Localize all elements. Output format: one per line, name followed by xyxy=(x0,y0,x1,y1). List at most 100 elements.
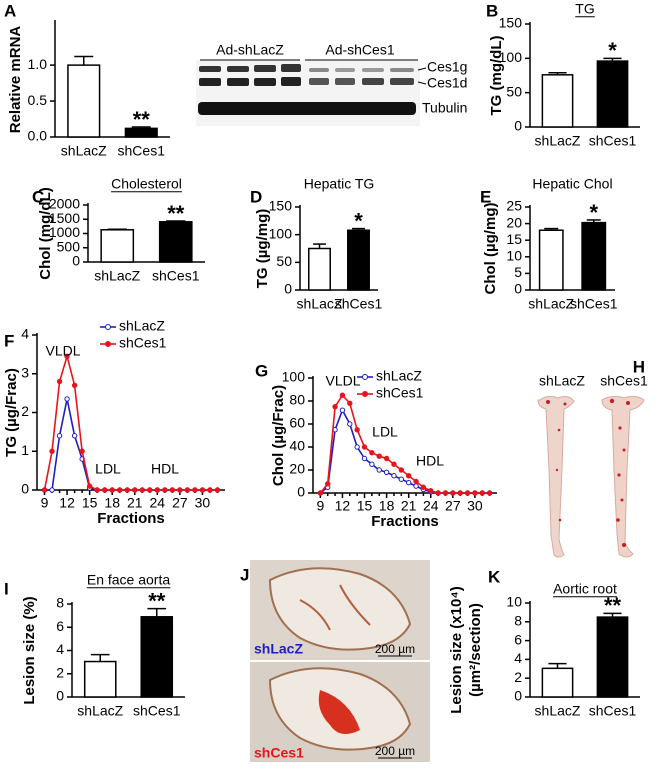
y-tick-label: 0.0 xyxy=(28,128,48,144)
panel-letter: B xyxy=(486,1,498,20)
band-tubulin xyxy=(198,102,416,115)
data-point xyxy=(472,490,478,496)
x-tick-label: shLacZ xyxy=(528,296,574,312)
photo-label: shCes1 xyxy=(600,373,648,389)
data-point xyxy=(369,450,375,456)
significance: * xyxy=(608,38,617,63)
data-point xyxy=(86,483,93,489)
x-tick-label: shLacZ xyxy=(61,143,107,159)
section-tissue xyxy=(268,567,412,651)
data-point xyxy=(325,481,331,487)
data-point xyxy=(376,467,382,473)
data-point xyxy=(132,487,138,493)
bar xyxy=(140,616,174,698)
x-tick-label: shCes1 xyxy=(570,296,618,312)
data-point xyxy=(486,490,493,496)
data-point xyxy=(101,487,108,493)
data-point xyxy=(391,473,397,479)
panel-letter: C xyxy=(32,187,44,206)
annotation: LDL xyxy=(372,424,398,440)
data-point xyxy=(391,461,397,467)
y-tick-label: 2000 xyxy=(49,196,80,212)
y-tick-label: 1000 xyxy=(49,224,80,240)
bar xyxy=(100,229,135,263)
significance: ** xyxy=(604,593,622,618)
y-tick-label: 2 xyxy=(21,403,29,419)
panel-letter: H xyxy=(633,357,645,376)
chart-title: Cholesterol xyxy=(111,176,182,192)
photo-label: shCes1 xyxy=(254,745,304,761)
band-pointer xyxy=(417,67,427,71)
chart-panel: I En face aorta Lesion size (%) 0 2 4 6 8 shLacZ… xyxy=(4,572,185,719)
aorta xyxy=(601,395,645,558)
data-point xyxy=(71,433,78,439)
y-axis-label: Lesion size (%) xyxy=(21,596,38,704)
data-point xyxy=(464,490,471,496)
bar xyxy=(581,221,607,291)
y-tick-label: 150 xyxy=(269,198,293,214)
bar xyxy=(308,247,331,291)
significance: * xyxy=(354,208,363,233)
annotation: LDL xyxy=(95,461,121,477)
chart-panel: K Aortic root Lesion size (x10⁴) (µm²/secti… xyxy=(448,567,640,719)
x-tick-label: shLacZ xyxy=(297,296,343,312)
significance: ** xyxy=(133,107,151,132)
data-point xyxy=(169,487,176,493)
y-tick-label: 50 xyxy=(276,253,292,269)
chart-title: En face aorta xyxy=(87,572,170,588)
x-tick-label: 15 xyxy=(357,498,373,514)
data-point xyxy=(428,488,434,494)
blot-group-label: Ad-shCes1 xyxy=(325,42,394,58)
bar xyxy=(124,127,158,138)
y-axis-label: Chol (µg/Frac) xyxy=(270,385,287,486)
aorta-photo: H shLacZ shCes1 xyxy=(537,357,648,558)
data-point xyxy=(79,448,85,454)
bar xyxy=(83,660,117,698)
y-tick-label: 0 xyxy=(56,688,64,704)
chart-panel: D Hepatic TG TG (µg/mg) 0 50 100 150 shLacZshCe… xyxy=(250,176,382,312)
data-point xyxy=(442,490,449,496)
x-tick-label: 12 xyxy=(335,498,351,514)
data-point xyxy=(177,487,183,493)
legend-marker xyxy=(362,374,368,380)
blot-band-label: Tubulin xyxy=(422,100,467,116)
y-tick-label: 0 xyxy=(514,118,522,134)
data-point xyxy=(413,478,419,485)
data-point xyxy=(413,483,419,489)
bar xyxy=(596,60,629,128)
x-tick-label: shCes1 xyxy=(589,133,637,149)
y-tick-label: 80 xyxy=(289,392,305,408)
chart-title: Aortic root xyxy=(553,581,617,597)
data-point xyxy=(56,433,63,439)
x-tick-label: 30 xyxy=(467,498,483,514)
y-tick-label: 60 xyxy=(289,415,305,431)
x-tick-label: 27 xyxy=(172,495,188,511)
x-tick-label: 24 xyxy=(150,495,166,511)
y-axis-label: TG (µg/mg) xyxy=(254,209,271,288)
y-tick-label: 0 xyxy=(72,253,80,269)
data-point xyxy=(207,487,213,493)
data-point xyxy=(479,490,485,496)
x-tick-label: shCes1 xyxy=(335,296,383,312)
data-point xyxy=(94,487,100,493)
data-point xyxy=(317,490,324,496)
band-ces1g xyxy=(199,64,414,72)
y-axis-label: TG (µg/Frac) xyxy=(3,368,20,457)
y-axis-label: Lesion size (x10⁴) xyxy=(448,586,465,713)
x-tick-label: 21 xyxy=(401,498,417,514)
panel-letter: D xyxy=(250,187,262,206)
data-point xyxy=(214,487,221,493)
data-point xyxy=(184,487,191,493)
bar xyxy=(67,64,101,138)
data-point xyxy=(124,487,130,493)
data-point xyxy=(139,487,145,493)
significance: * xyxy=(589,200,598,225)
panel-letter: J xyxy=(240,565,249,584)
x-tick-label: shLacZ xyxy=(94,268,140,284)
chart-panel: B TG TG (mg/dL) 0 50 100 150 shLacZ shCes1 * xyxy=(486,1,640,149)
y-tick-label: 0 xyxy=(297,484,305,500)
data-point xyxy=(332,404,338,410)
scale-bar-label: 200 µm xyxy=(375,642,415,656)
data-point xyxy=(71,382,78,389)
legend-label: shCes1 xyxy=(119,335,167,351)
